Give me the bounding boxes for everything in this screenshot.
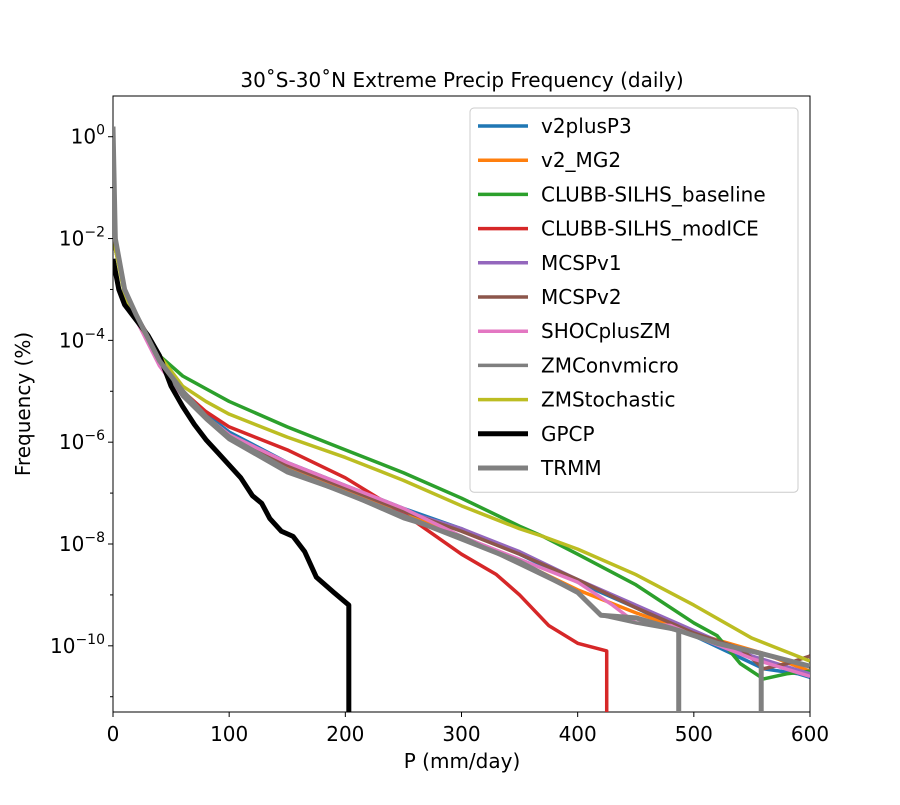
series-line-gpcp: [113, 258, 352, 712]
legend-label: MCSPv2: [541, 285, 622, 309]
y-tick-label: 10−6: [59, 428, 105, 454]
y-tick-base: 10: [59, 328, 84, 352]
y-tick-label: 100: [71, 123, 105, 149]
x-tick-label: 300: [442, 722, 480, 746]
y-tick-label: 10−10: [50, 632, 105, 658]
y-tick-base: 10: [59, 532, 84, 556]
series-layer: [113, 126, 810, 712]
y-tick-exponent: −4: [84, 326, 105, 342]
chart-title: 30˚S-30˚N Extreme Precip Frequency (dail…: [240, 68, 683, 92]
y-tick-base: 10: [71, 125, 96, 149]
legend-frame: [469, 107, 799, 493]
legend-label: CLUBB-SILHS_modICE: [541, 217, 759, 241]
y-tick-label: 10−2: [59, 225, 105, 251]
legend-label: ZMConvmicro: [541, 353, 679, 377]
x-axis-ticks: 0 100 200 300 400 500 600: [107, 712, 829, 746]
legend-label: ZMStochastic: [541, 388, 675, 412]
legend-label: v2plusP3: [541, 114, 632, 138]
y-tick-label: 10−8: [59, 530, 105, 556]
y-tick-base: 10: [59, 430, 84, 454]
x-tick-label: 600: [791, 722, 829, 746]
y-axis-label: Frequency (%): [11, 332, 35, 476]
x-tick-label: 400: [559, 722, 597, 746]
y-tick-exponent: −2: [84, 225, 105, 241]
legend: v2plusP3 v2_MG2 CLUBB-SILHS_baseline CLUBB-…: [469, 107, 799, 493]
x-tick-label: 500: [675, 722, 713, 746]
legend-label: CLUBB-SILHS_baseline: [541, 182, 766, 206]
y-tick-exponent: 0: [96, 123, 105, 139]
x-tick-label: 100: [210, 722, 248, 746]
y-tick-exponent: −10: [75, 632, 105, 648]
legend-label: MCSPv1: [541, 251, 622, 275]
x-axis-label: P (mm/day): [404, 749, 521, 773]
legend-label: SHOCplusZM: [541, 319, 671, 343]
y-tick-exponent: −8: [84, 530, 105, 546]
legend-label: GPCP: [541, 422, 595, 446]
y-tick-exponent: −6: [84, 428, 105, 444]
y-tick-label: 10−4: [59, 326, 105, 352]
legend-label: TRMM: [540, 456, 602, 480]
y-tick-base: 10: [59, 227, 84, 251]
y-tick-base: 10: [50, 634, 75, 658]
legend-label: v2_MG2: [541, 148, 621, 172]
x-tick-label: 0: [107, 722, 120, 746]
series-line-trmm: [113, 126, 810, 712]
x-tick-label: 200: [326, 722, 364, 746]
